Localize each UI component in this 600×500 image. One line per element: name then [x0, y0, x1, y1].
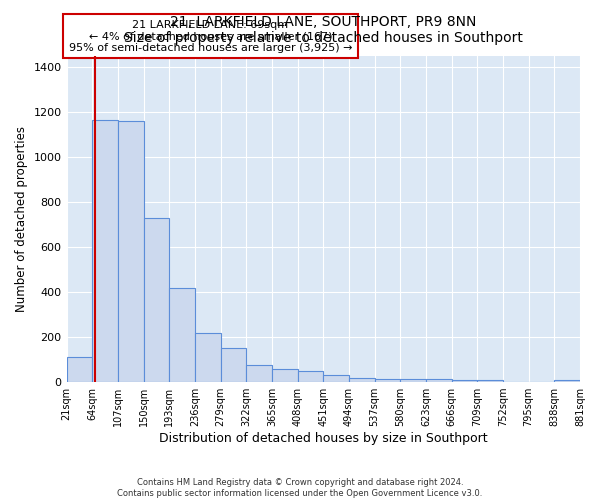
Bar	[118, 122, 143, 382]
Title: 21, LARKFIELD LANE, SOUTHPORT, PR9 8NN
Size of property relative to detached hou: 21, LARKFIELD LANE, SOUTHPORT, PR9 8NN S…	[124, 15, 523, 45]
Bar	[195, 332, 221, 382]
Bar	[349, 378, 374, 382]
Bar	[272, 368, 298, 382]
Bar	[554, 380, 580, 382]
Y-axis label: Number of detached properties: Number of detached properties	[15, 126, 28, 312]
Bar	[426, 380, 452, 382]
Bar	[374, 378, 400, 382]
Bar	[92, 120, 118, 382]
Bar	[143, 218, 169, 382]
Bar	[478, 380, 503, 382]
Text: 21 LARKFIELD LANE: 69sqm
← 4% of detached houses are smaller (167)
95% of semi-d: 21 LARKFIELD LANE: 69sqm ← 4% of detache…	[68, 20, 352, 53]
Bar	[221, 348, 246, 382]
Text: Contains HM Land Registry data © Crown copyright and database right 2024.
Contai: Contains HM Land Registry data © Crown c…	[118, 478, 482, 498]
Bar	[67, 358, 92, 382]
Bar	[323, 376, 349, 382]
Bar	[169, 288, 195, 382]
Bar	[400, 379, 426, 382]
Bar	[452, 380, 478, 382]
Bar	[298, 371, 323, 382]
X-axis label: Distribution of detached houses by size in Southport: Distribution of detached houses by size …	[159, 432, 488, 445]
Bar	[246, 365, 272, 382]
